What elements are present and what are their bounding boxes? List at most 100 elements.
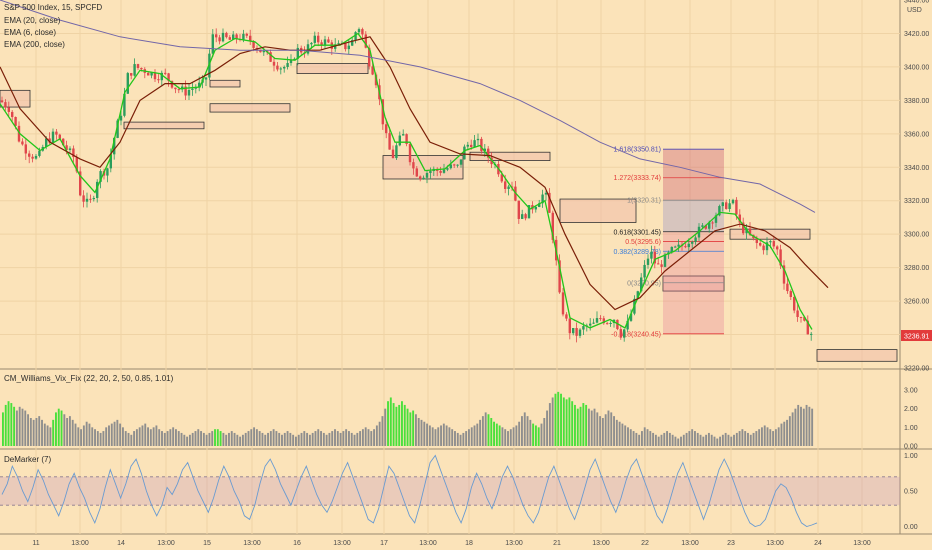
candle-body xyxy=(721,202,724,207)
vix-bar xyxy=(640,431,643,446)
vix-bar xyxy=(585,404,588,446)
candle-body xyxy=(677,244,680,247)
candle-body xyxy=(38,150,41,156)
vix-bar xyxy=(747,432,749,446)
vix-bar xyxy=(601,418,604,446)
x-tick-label: 21 xyxy=(553,540,561,547)
candle-body xyxy=(361,29,364,35)
vix-bar xyxy=(627,427,629,446)
demarker-y-tick: 0.00 xyxy=(904,524,918,531)
vix-bar xyxy=(77,427,80,446)
vix-bar xyxy=(434,429,437,446)
vix-bar xyxy=(141,425,144,446)
candle-body xyxy=(337,43,340,45)
vix-bar xyxy=(300,432,303,446)
vix-bar xyxy=(406,408,409,446)
vix-bar xyxy=(699,434,702,446)
x-tick-label: 22 xyxy=(641,540,649,547)
vix-bar xyxy=(214,429,216,446)
vix-bar xyxy=(384,408,387,446)
ema-line xyxy=(0,32,813,330)
vix-bar xyxy=(317,429,320,446)
vix-bar xyxy=(604,414,607,446)
candle-body xyxy=(293,58,296,60)
vix-bar xyxy=(10,403,13,446)
candle-body xyxy=(364,34,367,48)
vix-bar xyxy=(529,419,532,446)
price-y-tick: 3300.00 xyxy=(904,232,929,239)
x-tick-label: 24 xyxy=(814,540,822,547)
vix-bar xyxy=(487,414,490,446)
vix-bar xyxy=(247,431,250,446)
vix-bar xyxy=(710,434,713,446)
candle-body xyxy=(595,318,599,323)
vix-bar xyxy=(85,421,88,446)
vix-bar xyxy=(387,401,389,446)
vix-bar xyxy=(35,418,38,446)
candle-body xyxy=(548,192,551,213)
vix-bar xyxy=(15,410,18,446)
vix-bar xyxy=(518,421,521,446)
candle-body xyxy=(568,318,571,334)
vix-bar xyxy=(303,431,306,446)
candle-body xyxy=(473,140,476,148)
candle-body xyxy=(759,243,762,246)
vix-bar xyxy=(615,419,618,446)
candle-body xyxy=(126,73,129,94)
vix-bar xyxy=(94,429,96,446)
candle-body xyxy=(347,45,350,50)
candle-body xyxy=(589,323,592,326)
vix-bar xyxy=(163,432,166,446)
candle-body xyxy=(463,146,466,160)
vix-bar xyxy=(297,434,300,446)
candle-body xyxy=(572,328,575,334)
candle-body xyxy=(466,144,469,147)
vix-bar xyxy=(336,431,339,446)
sr-zone xyxy=(469,151,551,161)
vix-bar xyxy=(610,412,613,446)
demarker-band xyxy=(0,476,900,506)
vix-bar xyxy=(233,432,236,446)
vix-bar xyxy=(437,427,440,446)
candle-body xyxy=(670,246,673,253)
vix-bar xyxy=(635,432,638,446)
x-tick-label: 13:00 xyxy=(505,540,523,547)
vix-bar xyxy=(800,406,802,446)
fib-zone-mid xyxy=(663,200,724,232)
vix-bar xyxy=(760,427,763,446)
fib-level-label: 0.382(3289.78) xyxy=(614,249,661,256)
candle-body xyxy=(167,73,170,81)
vix-bar xyxy=(342,431,345,446)
vix-bar xyxy=(409,412,412,446)
candle-body xyxy=(48,138,51,143)
vix-bar xyxy=(473,425,476,446)
candle-body xyxy=(218,37,221,42)
vix-bar xyxy=(431,427,434,446)
demarker-y-tick: 0.50 xyxy=(904,489,918,496)
vix-bar xyxy=(225,434,228,446)
vix-bar xyxy=(325,434,328,446)
candle-body xyxy=(272,61,276,66)
x-tick-label: 13:00 xyxy=(157,540,175,547)
candle-body xyxy=(276,65,279,70)
candle-body xyxy=(242,33,245,40)
vix-bar xyxy=(758,429,761,446)
sr-zone xyxy=(559,198,637,223)
vix-bar xyxy=(127,432,130,446)
candle-body xyxy=(742,222,745,234)
vix-bar xyxy=(339,432,342,446)
vix-bar xyxy=(772,431,775,446)
vix-bar xyxy=(537,427,540,446)
candle-body xyxy=(395,145,398,159)
vix-bar xyxy=(560,393,562,446)
sr-zone xyxy=(662,275,725,292)
vix-bar xyxy=(155,425,158,446)
vix-bar xyxy=(205,434,208,446)
vix-bar xyxy=(24,410,27,446)
vix-layer xyxy=(2,391,814,446)
x-tick-label: 13:00 xyxy=(419,540,437,547)
vix-bar xyxy=(4,404,7,446)
vix-bar xyxy=(219,431,222,446)
vix-bar xyxy=(158,429,161,446)
vix-bar xyxy=(624,425,627,446)
